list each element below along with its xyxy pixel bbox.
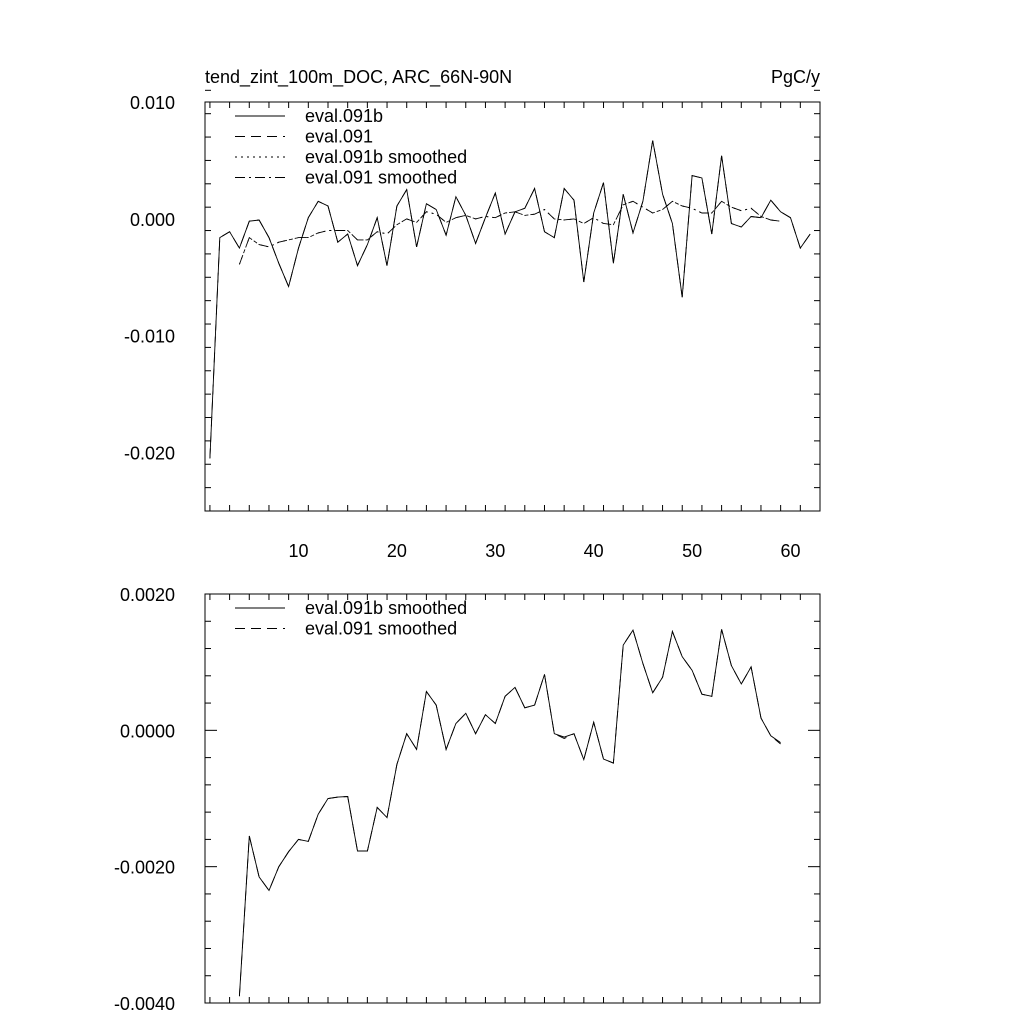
- legend-label: eval.091b smoothed: [305, 147, 467, 167]
- y-tick-label: 0.010: [130, 93, 175, 113]
- bottom-panel: -0.0040 -0.0020 0.0000 0.0020 eval.091b smoo…: [114, 585, 821, 1014]
- legend-label: eval.091 smoothed: [305, 168, 457, 188]
- legend-label: eval.091b: [305, 106, 383, 126]
- y-tick-label: 0.0020: [120, 585, 175, 605]
- x-tick-label: 60: [780, 541, 800, 561]
- plot-frame: [204, 101, 821, 512]
- legend-label: eval.091 smoothed: [305, 619, 457, 639]
- x-tick-label: 30: [485, 541, 505, 561]
- y-tick-label: 0.0000: [120, 721, 175, 741]
- x-tick-label: 10: [288, 541, 308, 561]
- series-line: [238, 629, 781, 997]
- top-panel: tend_zint_100m_DOC, ARC_66N-90N PgC/y 10…: [124, 67, 821, 561]
- title-left: tend_zint_100m_DOC, ARC_66N-90N: [205, 67, 512, 88]
- y-tick-label: -0.0040: [114, 994, 175, 1014]
- y-tick-label: -0.010: [124, 327, 175, 347]
- y-tick-label: -0.020: [124, 444, 175, 464]
- series-line: [238, 200, 781, 265]
- plot-frame: [204, 593, 821, 1004]
- x-tick-label: 40: [584, 541, 604, 561]
- legend-label: eval.091: [305, 127, 373, 147]
- series-line: [238, 629, 781, 997]
- title-right: PgC/y: [771, 67, 820, 87]
- series-line: [209, 140, 811, 459]
- legend-label: eval.091b smoothed: [305, 598, 467, 618]
- series-line: [209, 140, 811, 459]
- y-tick-label: 0.000: [130, 210, 175, 230]
- x-tick-label: 20: [387, 541, 407, 561]
- x-tick-label: 50: [682, 541, 702, 561]
- series-line: [238, 200, 781, 265]
- y-tick-label: -0.0020: [114, 858, 175, 878]
